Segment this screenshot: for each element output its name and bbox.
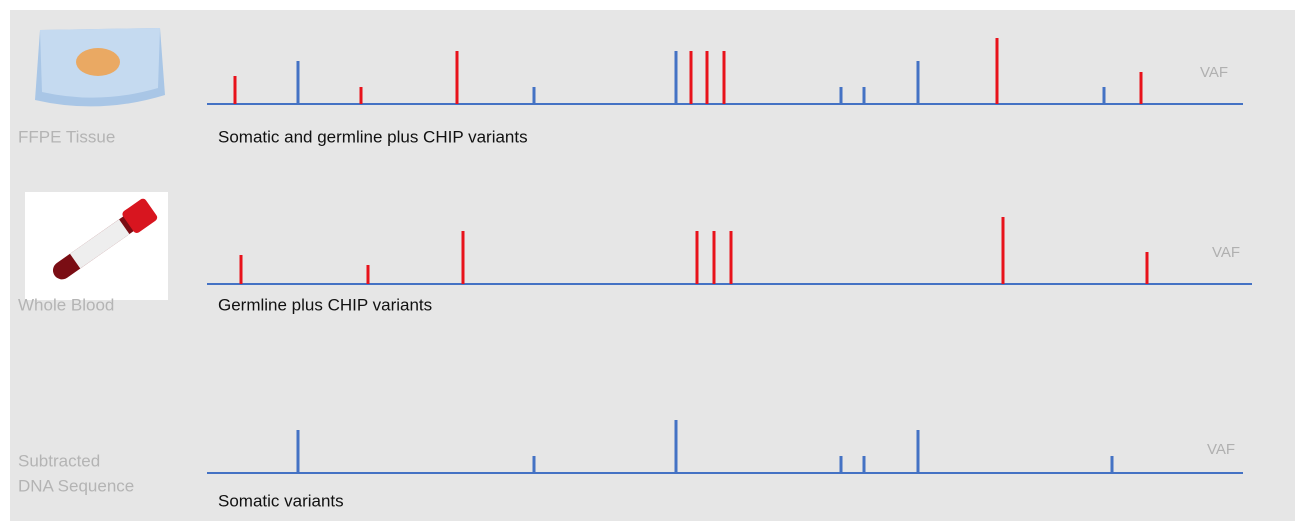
caption: Somatic and germline plus CHIP variants (218, 127, 528, 146)
axis-label: VAF (1212, 244, 1240, 261)
whole-blood-icon (25, 192, 168, 300)
axis-label: VAF (1207, 441, 1235, 458)
diagram: FFPE Tissue Whole Blood Subtracted DNA S… (0, 0, 1302, 521)
caption: Germline plus CHIP variants (218, 295, 432, 314)
caption: Somatic variants (218, 491, 344, 510)
sample-label: FFPE Tissue (18, 127, 115, 146)
ffpe-tissue-icon (35, 28, 165, 106)
sample-label: Whole Blood (18, 295, 114, 314)
background (10, 10, 1295, 521)
sample-label: Subtracted (18, 451, 100, 470)
axis-label: VAF (1200, 64, 1228, 81)
sample-label: DNA Sequence (18, 476, 134, 495)
